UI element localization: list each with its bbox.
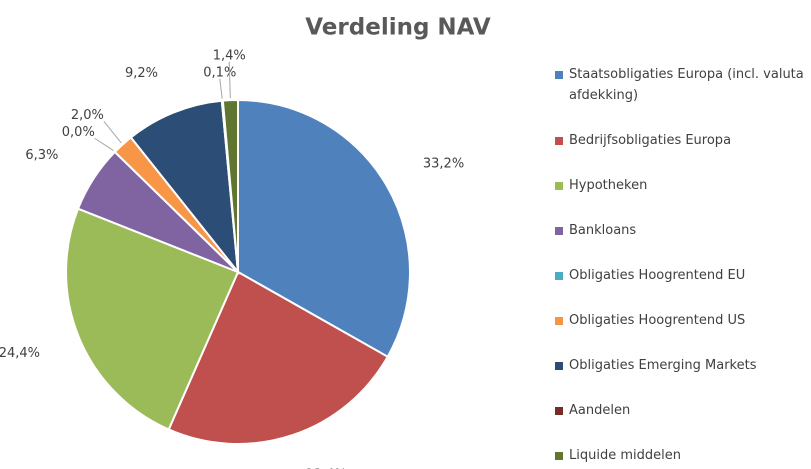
legend-label: Bedrijfsobligaties Europa <box>569 133 732 148</box>
legend-swatch <box>555 71 563 79</box>
data-label: 24,4% <box>0 346 40 361</box>
leader-line <box>219 78 223 99</box>
data-label: 33,2% <box>423 157 464 172</box>
legend-item: Bedrijfsobligaties Europa <box>555 130 807 151</box>
legend-label: Obligaties Hoogrentend US <box>569 313 746 328</box>
legend-swatch <box>555 272 563 280</box>
leader-line <box>103 121 122 144</box>
legend-swatch <box>555 182 563 190</box>
data-label: 0,1% <box>203 65 236 80</box>
legend-swatch <box>555 407 563 415</box>
legend-swatch <box>555 362 563 370</box>
legend-item: Obligaties Hoogrentend US <box>555 310 807 331</box>
legend-swatch <box>555 317 563 325</box>
legend-label: Hypotheken <box>569 178 648 193</box>
data-label: 1,4% <box>213 48 246 63</box>
chart-title: Verdeling NAV <box>305 15 491 41</box>
legend-item: Bankloans <box>555 220 807 241</box>
legend-swatch <box>555 227 563 235</box>
legend-item: Aandelen <box>555 400 807 421</box>
data-label: 23,4% <box>305 468 346 469</box>
pie-slice <box>65 207 240 431</box>
data-label: 2,0% <box>71 108 104 123</box>
pie-slice <box>167 270 390 445</box>
legend-label: Obligaties Emerging Markets <box>569 358 757 373</box>
legend-item: Obligaties Hoogrentend EU <box>555 265 807 286</box>
legend-label: Staatsobligaties Europa (incl. valuta af… <box>569 67 804 103</box>
legend: Staatsobligaties Europa (incl. valuta af… <box>555 64 807 466</box>
legend-item: Staatsobligaties Europa (incl. valuta af… <box>555 64 807 106</box>
legend-swatch <box>555 137 563 145</box>
data-label: 6,3% <box>25 148 58 163</box>
legend-item: Liquide middelen <box>555 445 807 466</box>
leader-line <box>94 137 114 151</box>
pie-slice <box>129 99 240 276</box>
pie-slice <box>237 98 411 359</box>
data-label: 0,0% <box>62 125 95 140</box>
leader-line <box>228 61 231 99</box>
legend-swatch <box>555 452 563 460</box>
legend-label: Liquide middelen <box>569 448 681 463</box>
legend-label: Obligaties Hoogrentend EU <box>569 268 746 283</box>
legend-label: Aandelen <box>569 403 631 418</box>
legend-item: Obligaties Emerging Markets <box>555 355 807 376</box>
legend-label: Bankloans <box>569 223 637 238</box>
pie-slice <box>221 98 239 273</box>
legend-item: Hypotheken <box>555 175 807 196</box>
data-label: 9,2% <box>125 66 158 81</box>
